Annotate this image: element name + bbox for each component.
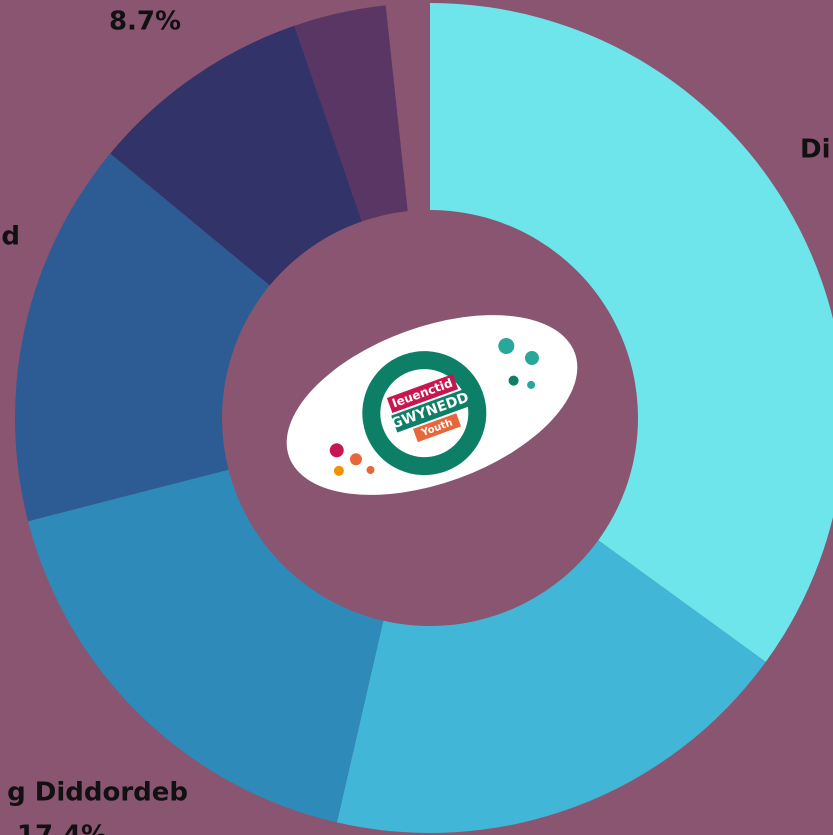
slice	[385, 3, 430, 212]
slices	[14, 3, 833, 834]
category-label: d	[1, 222, 20, 252]
logo-box	[386, 374, 459, 414]
labels: Di g Diddordeb 17.4% d 8.7%	[1, 7, 830, 835]
value-label: 8.7%	[109, 7, 181, 37]
category-label: g Diddordeb	[7, 778, 188, 808]
slice	[110, 25, 363, 286]
logo-box	[413, 413, 462, 443]
slice	[294, 5, 408, 222]
slice	[28, 469, 384, 823]
slice	[430, 3, 833, 662]
value-label: 17.4%	[17, 821, 107, 835]
logo-box	[391, 389, 469, 433]
category-label: Di	[800, 135, 831, 165]
slice	[14, 153, 270, 522]
slice	[336, 540, 766, 834]
logo: Ieuenctid GWYNEDD Youth	[286, 315, 578, 495]
logo-dots	[329, 338, 539, 476]
